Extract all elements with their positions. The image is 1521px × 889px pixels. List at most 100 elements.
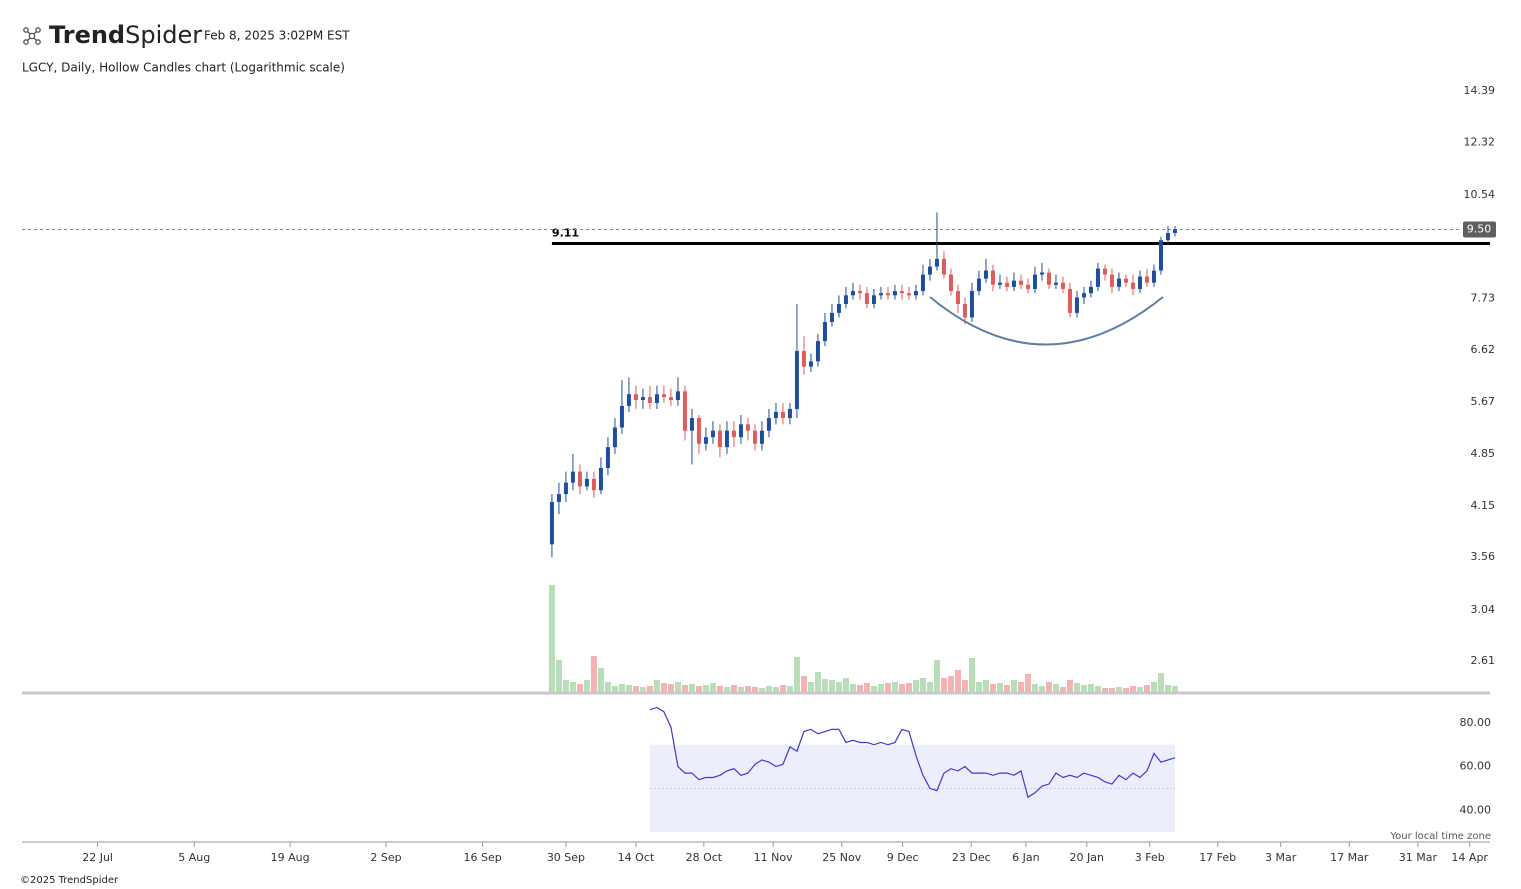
candle-body	[948, 274, 953, 292]
candle-body	[1123, 278, 1128, 283]
candle-body	[843, 295, 848, 304]
candle-body	[626, 394, 631, 406]
volume-bar	[842, 678, 849, 692]
volume-bar	[702, 685, 709, 692]
volume-bar	[1122, 688, 1129, 692]
candle-body	[731, 430, 736, 438]
volume-bar	[989, 684, 996, 692]
candle-body	[1053, 282, 1058, 285]
volume-bar	[625, 685, 632, 692]
candle-body	[1130, 282, 1135, 289]
x-tick-label: 3 Feb	[1135, 851, 1165, 864]
x-tick-label: 16 Sep	[464, 851, 502, 864]
volume-bar	[646, 686, 653, 692]
candle-body	[955, 291, 960, 304]
volume-bar	[611, 686, 618, 692]
volume-bar	[737, 687, 744, 692]
volume-bar	[751, 687, 758, 692]
last-price-label: 9.50	[1467, 222, 1492, 235]
volume-bar	[674, 682, 681, 692]
volume-bar	[548, 585, 555, 692]
volume-bar	[590, 656, 597, 692]
candle-body	[815, 341, 820, 362]
y-tick-label: 3.56	[1471, 550, 1496, 563]
last-price-box	[1463, 221, 1496, 238]
volume-bar	[828, 680, 835, 692]
candle-body	[822, 322, 827, 342]
candle-body	[850, 291, 855, 296]
candle-body	[633, 394, 638, 401]
candle-body	[1011, 280, 1016, 287]
candle-body	[745, 424, 750, 431]
volume-bar	[891, 682, 898, 692]
volume-bar	[1045, 682, 1052, 692]
x-tick-label: 20 Jan	[1070, 851, 1104, 864]
candle-body	[710, 430, 715, 438]
volume-bar	[1129, 686, 1136, 692]
volume-bar	[1143, 685, 1150, 692]
candle-body	[563, 482, 568, 495]
candle-body	[612, 427, 617, 448]
level-label: 9.11	[552, 226, 579, 239]
volume-bar	[639, 687, 646, 692]
brand-bold: Trend	[49, 21, 125, 49]
volume-bar	[660, 683, 667, 692]
volume-bar	[793, 657, 800, 692]
footer: ©2025 TrendSpider	[20, 875, 119, 886]
candle-body	[780, 411, 785, 419]
candle-body	[787, 408, 792, 419]
volume-bar	[996, 683, 1003, 692]
candle-body	[927, 266, 932, 275]
volume-bar	[1052, 684, 1059, 692]
rsi-tick-label: 40.00	[1460, 803, 1492, 816]
volume-bar	[744, 686, 751, 692]
candle-body	[836, 303, 841, 313]
volume-bar	[1066, 680, 1073, 692]
y-tick-label: 3.04	[1471, 603, 1496, 616]
volume-bar	[667, 684, 674, 692]
x-tick-label: 14 Apr	[1451, 851, 1488, 864]
candle-body	[689, 418, 694, 431]
volume-bar	[863, 683, 870, 692]
candle-body	[990, 270, 995, 285]
volume-bar	[1136, 687, 1143, 692]
x-tick-label: 17 Feb	[1199, 851, 1236, 864]
x-tick-label: 31 Mar	[1399, 851, 1438, 864]
candle-body	[556, 494, 561, 502]
candle-body	[899, 291, 904, 294]
candle-body	[857, 291, 862, 294]
volume-bar	[940, 678, 947, 692]
volume-bar	[1108, 688, 1115, 692]
volume-bar	[723, 687, 730, 692]
volume-bar	[1024, 674, 1031, 692]
volume-bar	[597, 668, 604, 692]
candle-body	[794, 351, 799, 409]
volume-bar	[1101, 688, 1108, 692]
candle-body	[570, 471, 575, 483]
volume-bar	[919, 678, 926, 692]
candle-body	[752, 430, 757, 444]
candle-body	[997, 282, 1002, 285]
volume-bar	[1073, 683, 1080, 692]
timestamp: Feb 8, 2025 3:02PM EST	[204, 29, 350, 43]
volume-bar	[786, 686, 793, 692]
x-tick-label: 5 Aug	[178, 851, 210, 864]
candle-body	[885, 293, 890, 296]
rsi-tick-label: 80.00	[1460, 716, 1492, 729]
volume-bar	[632, 686, 639, 692]
volume-bar	[947, 676, 954, 692]
candle-body	[1109, 274, 1114, 287]
candle-body	[969, 291, 974, 318]
candle-body	[1151, 270, 1156, 283]
candle-body	[808, 361, 813, 367]
volume-bar	[758, 688, 765, 692]
volume-bar	[912, 680, 919, 692]
chart-title: LGCY, Daily, Hollow Candles chart (Logar…	[22, 61, 345, 75]
candle-body	[983, 270, 988, 279]
volume-bar	[982, 680, 989, 692]
candle-body	[1088, 286, 1093, 294]
volume-bar	[1017, 682, 1024, 692]
candle-body	[759, 430, 764, 444]
x-tick-label: 19 Aug	[271, 851, 310, 864]
